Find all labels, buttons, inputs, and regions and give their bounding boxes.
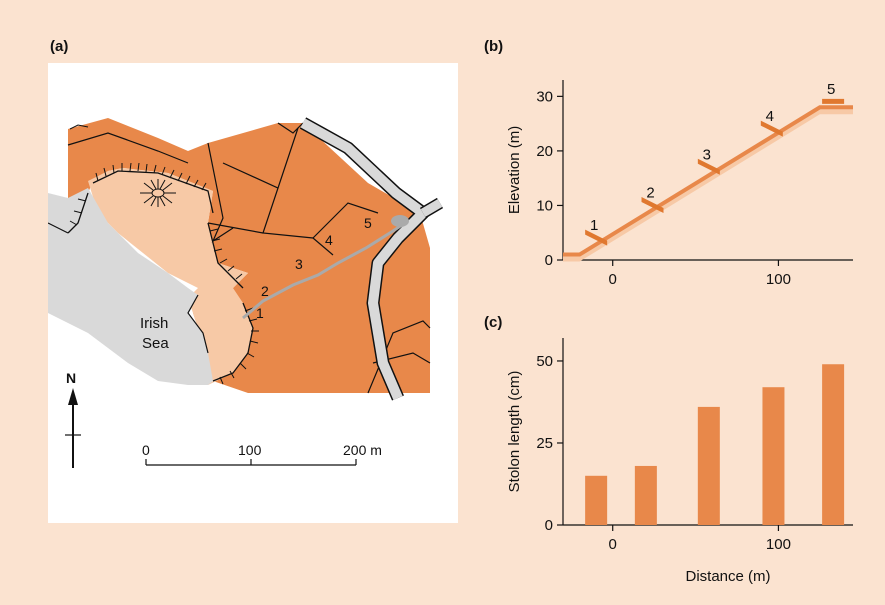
sea-label-line1: Irish: [140, 315, 168, 332]
stolon-x-tick-label: 0: [609, 536, 617, 553]
stolon-x-tick-label: 100: [766, 536, 791, 553]
stolon-y-tick-label: 0: [545, 517, 553, 534]
stolon-bar: [697, 406, 720, 525]
north-arrow-icon: [68, 388, 78, 405]
elev-site-label: 5: [827, 81, 835, 98]
elev-site-label: 2: [646, 184, 654, 201]
stolon-bar: [634, 465, 657, 525]
elev-site-marker: [697, 158, 720, 175]
elev-y-tick-label: 30: [536, 88, 553, 105]
site-map: 1 2 3 4 5 Irish Sea N 0 100 200 m: [48, 117, 444, 468]
stolon-y-tick-label: 50: [536, 353, 553, 370]
elev-site-marker: [585, 229, 608, 246]
scale-tick-0: 0: [142, 442, 150, 458]
stolon-y-tick-label: 25: [536, 435, 553, 452]
road-spur-surface: [420, 199, 443, 217]
cliff-hatching: [67, 124, 259, 385]
map-site-1: 1: [256, 305, 264, 321]
map-site-2: 2: [261, 283, 269, 299]
transect-end: [391, 215, 409, 227]
panel-label-c: (c): [484, 314, 503, 331]
map-site-4: 4: [325, 232, 333, 248]
elev-y-tick-label: 0: [545, 252, 553, 269]
panel-label-a: (a): [50, 38, 69, 55]
elev-profile-band: [563, 107, 853, 262]
elev-site-marker: [641, 196, 664, 213]
scale-bar: [145, 459, 357, 466]
elev-site-marker: [760, 120, 783, 137]
scale-tick-100: 100: [238, 442, 262, 458]
scale-tick-200: 200 m: [343, 442, 382, 458]
sea-label-line2: Sea: [142, 335, 169, 352]
elev-site-label: 1: [590, 217, 598, 234]
mound-symbol: [140, 179, 176, 207]
stolon-x-label: Distance (m): [685, 568, 770, 585]
stolon-bar: [822, 364, 845, 525]
panel-label-b: (b): [484, 38, 504, 55]
transect-path: [242, 219, 409, 320]
map-site-3: 3: [295, 256, 303, 272]
elev-y-tick-label: 20: [536, 143, 553, 160]
elev-site-label: 3: [703, 146, 711, 163]
elev-y-label: Elevation (m): [506, 126, 523, 214]
elev-x-tick-label: 100: [766, 271, 791, 288]
land-area: [68, 118, 430, 393]
elev-profile-line: [563, 105, 853, 257]
stolon-y-label: Stolon length (cm): [506, 371, 523, 493]
beach-zone: [88, 168, 253, 385]
north-label: N: [66, 370, 76, 386]
elev-y-tick-label: 10: [536, 197, 553, 214]
elev-site-marker: [822, 98, 845, 104]
stolon-bar: [585, 475, 608, 525]
stolon-bar: [762, 387, 785, 525]
site-map-panel: 1 2 3 4 5 Irish Sea N 0 100 200 m: [48, 63, 458, 523]
elev-x-tick-label: 0: [609, 271, 617, 288]
irish-sea: [48, 188, 213, 385]
road-surface: [300, 118, 428, 400]
elev-site-label: 4: [766, 108, 774, 125]
map-site-5: 5: [364, 215, 372, 231]
